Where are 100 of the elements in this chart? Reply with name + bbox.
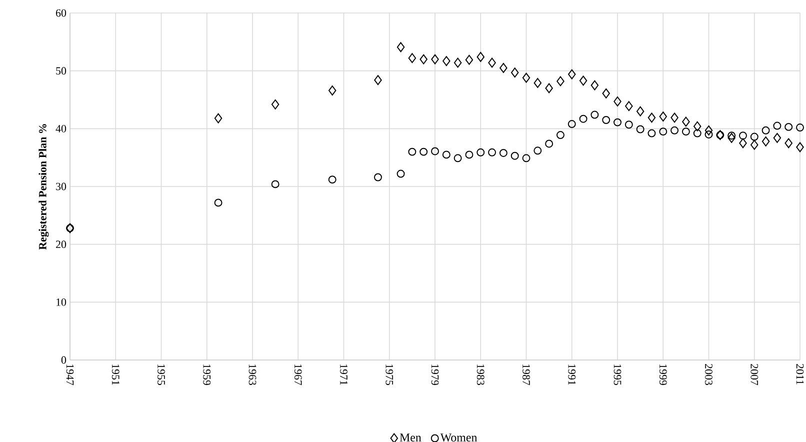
point	[784, 138, 792, 148]
point	[510, 68, 519, 78]
point	[454, 154, 462, 162]
x-tick-label: 1987	[522, 364, 530, 386]
point	[602, 88, 610, 98]
point	[328, 86, 336, 96]
point	[773, 122, 782, 130]
point	[545, 83, 553, 94]
x-tick-label: 1975	[386, 364, 394, 386]
point	[431, 147, 439, 156]
point	[396, 42, 405, 52]
y-tick-label: 20	[56, 240, 66, 248]
point	[500, 62, 508, 73]
point	[499, 148, 508, 157]
x-tick-label: 1971	[340, 364, 348, 385]
point	[614, 96, 622, 106]
point	[476, 52, 484, 62]
point	[773, 132, 782, 143]
y-tick-label: 50	[56, 67, 66, 75]
point	[568, 69, 576, 80]
point	[214, 198, 222, 207]
point	[738, 132, 747, 140]
point	[396, 170, 405, 178]
point	[636, 106, 644, 116]
point	[271, 99, 280, 110]
point	[682, 116, 690, 127]
x-tick-label: 1991	[568, 364, 576, 385]
legend-label: Women	[440, 434, 478, 442]
point	[625, 101, 633, 112]
point	[659, 128, 668, 136]
point	[704, 125, 713, 136]
point	[465, 54, 474, 65]
point	[648, 129, 656, 138]
legend-label: Men	[400, 434, 422, 442]
point	[704, 130, 713, 138]
point	[420, 148, 428, 156]
point	[545, 140, 554, 148]
y-tick-label: 60	[56, 9, 66, 17]
point	[590, 110, 599, 119]
y-tick-label: 10	[56, 298, 66, 306]
point	[784, 122, 793, 131]
point	[488, 148, 496, 156]
point	[534, 146, 542, 155]
x-tick-label: 2011	[796, 364, 804, 384]
x-tick-label: 1963	[248, 364, 256, 386]
point	[762, 136, 770, 146]
point	[579, 76, 588, 86]
point	[762, 126, 770, 134]
x-tick-label: 1995	[614, 364, 622, 386]
point	[602, 116, 610, 124]
point	[614, 118, 622, 126]
x-tick-label: 2007	[750, 364, 758, 386]
point	[420, 54, 428, 64]
point	[442, 150, 450, 159]
x-tick-label: 1955	[158, 364, 165, 386]
point	[648, 112, 656, 123]
point	[693, 129, 702, 138]
point	[408, 148, 416, 156]
point	[659, 112, 667, 122]
point	[374, 173, 382, 182]
point	[431, 54, 439, 64]
point	[670, 112, 678, 123]
point	[568, 120, 576, 128]
x-tick-label: 1999	[659, 364, 667, 385]
point	[442, 56, 450, 66]
point	[693, 121, 702, 132]
point	[682, 128, 690, 136]
point	[454, 58, 462, 68]
point	[374, 75, 382, 86]
point	[796, 142, 804, 152]
point	[328, 176, 336, 184]
point	[739, 138, 747, 148]
point	[556, 131, 564, 140]
point	[590, 80, 599, 90]
y-tick-label: 30	[56, 182, 66, 190]
point	[271, 180, 280, 188]
point	[579, 114, 588, 123]
point	[522, 154, 530, 162]
point	[534, 78, 542, 88]
x-tick-label: 1983	[476, 364, 484, 386]
y-axis-title: Registered Pension Plan %	[38, 124, 49, 250]
point	[750, 132, 758, 141]
point	[465, 150, 474, 159]
point	[214, 113, 222, 124]
point	[556, 76, 564, 86]
point	[670, 126, 679, 134]
x-tick-label: 1959	[203, 364, 211, 385]
x-tick-label: 1979	[431, 364, 439, 385]
point	[476, 148, 485, 156]
point	[750, 140, 758, 150]
x-tick-label: 2003	[705, 364, 712, 386]
y-tick-label: 40	[56, 124, 66, 132]
point	[408, 53, 416, 64]
point	[522, 72, 530, 83]
x-tick-label: 1951	[112, 364, 120, 385]
y-tick-label: 0	[61, 356, 66, 364]
point	[488, 58, 496, 68]
point	[624, 120, 633, 129]
point	[728, 132, 736, 140]
point	[796, 124, 804, 132]
